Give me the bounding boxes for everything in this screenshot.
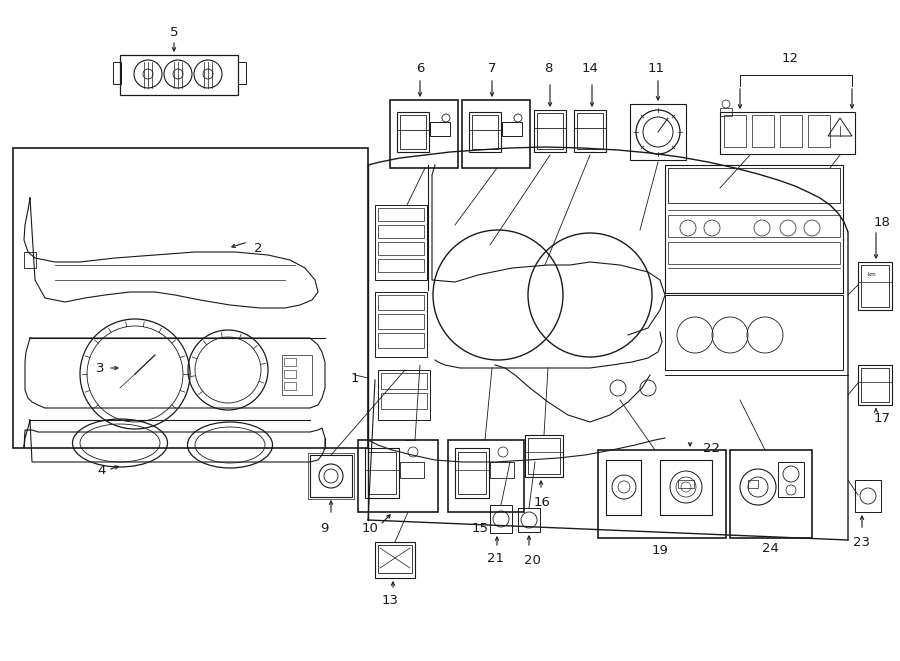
Bar: [378, 259, 424, 272]
Bar: [724, 115, 746, 147]
Text: 5: 5: [170, 26, 178, 38]
Text: 17: 17: [874, 412, 890, 424]
Text: 7: 7: [488, 61, 496, 75]
Bar: [665, 295, 843, 370]
Bar: [720, 108, 732, 116]
Text: 8: 8: [544, 61, 553, 75]
Bar: [284, 370, 296, 378]
Bar: [397, 112, 429, 152]
Text: 2: 2: [254, 241, 262, 254]
Bar: [310, 455, 352, 497]
Text: 19: 19: [652, 543, 669, 557]
Bar: [490, 505, 512, 533]
Text: 15: 15: [472, 522, 489, 535]
Bar: [375, 542, 415, 578]
Bar: [430, 122, 450, 136]
Text: 24: 24: [761, 541, 778, 555]
Bar: [378, 314, 424, 329]
Bar: [668, 168, 840, 203]
Bar: [378, 242, 424, 255]
Text: 3: 3: [95, 362, 104, 375]
Bar: [528, 438, 560, 474]
Text: 22: 22: [704, 442, 721, 455]
Bar: [534, 110, 566, 152]
Text: 21: 21: [487, 551, 503, 564]
Text: 1: 1: [351, 371, 359, 385]
Bar: [668, 242, 840, 264]
Bar: [660, 460, 712, 515]
Text: 10: 10: [362, 522, 378, 535]
Text: 18: 18: [874, 215, 890, 229]
Bar: [358, 440, 438, 512]
Bar: [808, 115, 830, 147]
Bar: [678, 480, 694, 488]
Bar: [861, 368, 889, 402]
Bar: [537, 113, 563, 149]
Bar: [448, 440, 524, 512]
Bar: [282, 355, 312, 395]
Bar: [665, 165, 843, 293]
Text: km: km: [868, 272, 877, 278]
Bar: [378, 333, 424, 348]
Bar: [120, 55, 238, 95]
Text: 14: 14: [581, 61, 598, 75]
Bar: [400, 115, 426, 149]
Bar: [577, 113, 603, 149]
Bar: [375, 292, 427, 357]
Bar: [668, 215, 840, 237]
Bar: [13, 148, 368, 448]
Bar: [472, 115, 498, 149]
Text: 6: 6: [416, 61, 424, 75]
Bar: [720, 112, 855, 154]
Bar: [502, 122, 522, 136]
Text: 12: 12: [781, 52, 798, 65]
Text: 11: 11: [647, 61, 664, 75]
Bar: [378, 295, 424, 310]
Text: 13: 13: [382, 594, 399, 607]
Bar: [381, 393, 427, 409]
Bar: [375, 205, 427, 280]
Bar: [400, 462, 424, 478]
Bar: [381, 373, 427, 389]
Bar: [748, 480, 758, 488]
Bar: [855, 480, 881, 512]
Bar: [598, 450, 726, 538]
Text: 20: 20: [524, 553, 540, 566]
Bar: [308, 453, 354, 499]
Bar: [378, 545, 412, 573]
Bar: [525, 435, 563, 477]
Text: 16: 16: [534, 496, 551, 508]
Bar: [858, 365, 892, 405]
Bar: [518, 508, 540, 532]
Bar: [778, 462, 804, 497]
Bar: [630, 104, 686, 160]
Bar: [24, 252, 36, 268]
Bar: [752, 115, 774, 147]
Bar: [113, 62, 121, 84]
Text: 4: 4: [98, 463, 106, 477]
Bar: [858, 262, 892, 310]
Bar: [469, 112, 501, 152]
Bar: [606, 460, 641, 515]
Bar: [458, 452, 486, 494]
Bar: [284, 358, 296, 366]
Text: 23: 23: [853, 535, 870, 549]
Bar: [455, 448, 489, 498]
Bar: [378, 225, 424, 238]
Bar: [574, 110, 606, 152]
Bar: [390, 100, 458, 168]
Bar: [378, 208, 424, 221]
Bar: [284, 382, 296, 390]
Bar: [861, 265, 889, 307]
Bar: [365, 448, 399, 498]
Text: 9: 9: [320, 522, 328, 535]
Bar: [462, 100, 530, 168]
Bar: [730, 450, 812, 538]
Bar: [368, 452, 396, 494]
Bar: [238, 62, 246, 84]
Bar: [378, 370, 430, 420]
Bar: [490, 462, 514, 478]
Bar: [780, 115, 802, 147]
